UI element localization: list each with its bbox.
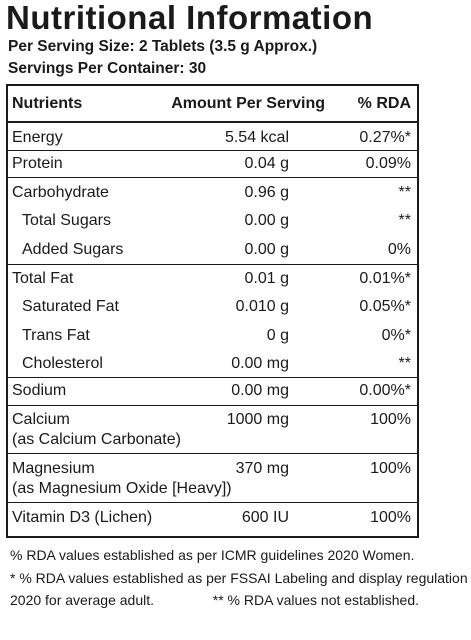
row-added-sugars-label: Added Sugars [22, 241, 124, 258]
row-saturated-fat-label: Saturated Fat [22, 298, 119, 315]
row-divider [8, 377, 417, 378]
row-divider [8, 405, 417, 406]
row-sodium-label: Sodium [12, 382, 67, 399]
row-calcium-amount: 1000 mg [226, 411, 289, 428]
footnote-fssai-cont: 2020 for average adult. [10, 592, 154, 608]
row-total-fat-label: Total Fat [12, 270, 74, 287]
row-total-fat-amount: 0.01 g [244, 270, 289, 287]
row-carbohydrate-amount: 0.96 g [244, 184, 289, 201]
row-divider [8, 502, 417, 503]
row-energy-label: Energy [12, 129, 63, 146]
row-magnesium-sublabel: (as Magnesium Oxide [Heavy]) [12, 480, 232, 497]
header-rda: % RDA [357, 95, 411, 112]
footnote-fssai: * % RDA values established as per FSSAI … [10, 570, 468, 586]
header-divider [8, 121, 417, 123]
row-vitamin-d3-amount: 600 IU [241, 509, 289, 526]
row-magnesium-rda: 100% [370, 460, 411, 477]
nutrition-table: Nutrients Amount Per Serving % RDA Energ… [6, 84, 419, 538]
row-trans-fat-rda: 0%* [381, 327, 411, 344]
row-cholesterol-rda: ** [398, 355, 411, 372]
row-protein-label: Protein [12, 155, 63, 172]
row-calcium-sublabel: (as Calcium Carbonate) [12, 431, 181, 448]
row-trans-fat-label: Trans Fat [22, 327, 90, 344]
header-nutrients: Nutrients [12, 95, 83, 112]
footnote-not-established: ** % RDA values not established. [212, 592, 419, 608]
row-energy-amount: 5.54 kcal [224, 129, 289, 146]
serving-size: Per Serving Size: 2 Tablets (3.5 g Appro… [8, 38, 318, 55]
servings-per-container: Servings Per Container: 30 [8, 60, 207, 77]
row-divider [8, 264, 417, 265]
row-carbohydrate-label: Carbohydrate [12, 184, 109, 201]
row-divider [8, 453, 417, 454]
row-protein-amount: 0.04 g [244, 155, 289, 172]
row-saturated-fat-rda: 0.05%* [359, 298, 411, 315]
row-cholesterol-label: Cholesterol [22, 355, 103, 372]
row-total-sugars-label: Total Sugars [22, 212, 111, 229]
row-total-sugars-rda: ** [398, 212, 411, 229]
panel-title: Nutritional Information [6, 0, 374, 36]
row-cholesterol-amount: 0.00 mg [231, 355, 289, 372]
row-added-sugars-amount: 0.00 g [244, 241, 289, 258]
row-saturated-fat-amount: 0.010 g [235, 298, 289, 315]
row-calcium-label: Calcium [12, 411, 70, 428]
row-divider [8, 150, 417, 151]
row-protein-rda: 0.09% [365, 155, 411, 172]
footnote-icmr: % RDA values established as per ICMR gui… [10, 547, 415, 563]
row-total-fat-rda: 0.01%* [359, 270, 411, 287]
row-total-sugars-amount: 0.00 g [244, 212, 289, 229]
row-calcium-rda: 100% [370, 411, 411, 428]
header-amount: Amount Per Serving [171, 95, 325, 112]
row-carbohydrate-rda: ** [398, 184, 411, 201]
row-magnesium-amount: 370 mg [235, 460, 289, 477]
row-trans-fat-amount: 0 g [266, 327, 289, 344]
row-magnesium-label: Magnesium [12, 460, 95, 477]
row-divider [8, 177, 417, 178]
row-sodium-rda: 0.00%* [359, 382, 411, 399]
row-added-sugars-rda: 0% [387, 241, 411, 258]
row-vitamin-d3-rda: 100% [370, 509, 411, 526]
row-energy-rda: 0.27%* [359, 129, 411, 146]
row-sodium-amount: 0.00 mg [231, 382, 289, 399]
row-vitamin-d3-label: Vitamin D3 (Lichen) [12, 509, 153, 526]
